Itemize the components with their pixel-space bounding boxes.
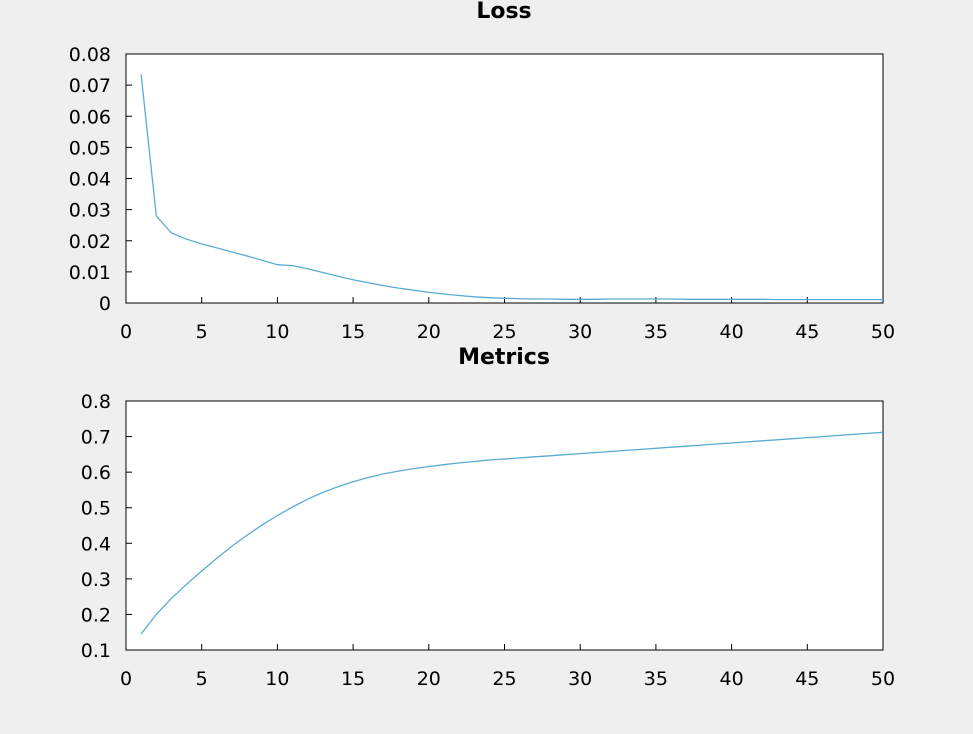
x-tick-label: 15 xyxy=(341,668,365,690)
x-tick-label: 35 xyxy=(644,321,668,343)
x-tick-label: 0 xyxy=(120,668,132,690)
y-tick-label: 0.1 xyxy=(81,640,111,662)
x-tick-label: 10 xyxy=(265,668,289,690)
loss-chart: Loss 0 5 10 15 20 25 30 35 40 45 50 00.010.020.030… xyxy=(69,0,895,343)
x-tick-label: 5 xyxy=(196,321,208,343)
x-tick-label: 5 xyxy=(196,668,208,690)
y-axis: 0 0.01 0.02 0.03 0.04 0.05 0.06 0.07 0.08 xyxy=(69,44,132,315)
x-tick-label: 10 xyxy=(265,321,289,343)
x-tick-label: 15 xyxy=(341,321,365,343)
x-tick-label: 45 xyxy=(795,668,819,690)
x-tick-label: 35 xyxy=(644,668,668,690)
y-tick-label: 0.02 xyxy=(69,231,111,253)
y-tick-label: 0.8 xyxy=(81,391,111,413)
y-tick-label: 0.6 xyxy=(81,462,111,484)
x-tick-label: 20 xyxy=(417,321,441,343)
x-tick-label: 20 xyxy=(417,668,441,690)
y-tick-label: 0.05 xyxy=(69,137,111,159)
y-tick-label: 0.2 xyxy=(81,604,111,626)
y-tick-label: 0.07 xyxy=(69,75,111,97)
y-tick-label: 0.5 xyxy=(81,498,111,520)
x-tick-label: 50 xyxy=(871,668,895,690)
y-tick-label: 0.01 xyxy=(69,262,111,284)
x-tick-label: 40 xyxy=(720,321,744,343)
x-tick-label: 0 xyxy=(120,321,132,343)
x-tick-label: 45 xyxy=(795,321,819,343)
x-axis: 0 5 10 15 20 25 30 35 40 45 50 xyxy=(120,644,895,690)
x-tick-label: 50 xyxy=(871,321,895,343)
series-layer xyxy=(140,74,883,301)
y-tick-label: 0.03 xyxy=(69,200,111,222)
y-tick-label: 0.3 xyxy=(81,569,111,591)
series-line xyxy=(140,74,883,301)
chart-title: Metrics xyxy=(458,345,550,370)
x-tick-label: 25 xyxy=(492,321,516,343)
plot-area xyxy=(125,53,884,304)
plot-area xyxy=(125,400,884,651)
x-axis: 0 5 10 15 20 25 30 35 40 45 50 xyxy=(120,297,895,343)
series-layer xyxy=(140,431,884,635)
x-tick-label: 25 xyxy=(492,668,516,690)
y-tick-label: 0.06 xyxy=(69,106,111,128)
y-tick-label: 0.08 xyxy=(69,44,111,66)
y-tick-label: 0.04 xyxy=(69,169,111,191)
y-tick-label: 0.7 xyxy=(81,427,111,449)
x-tick-label: 30 xyxy=(568,668,592,690)
series-line xyxy=(140,431,884,635)
x-tick-label: 40 xyxy=(720,668,744,690)
metrics-chart: Metrics 0 5 10 15 20 25 30 35 40 45 50 0.10.20.30.… xyxy=(81,345,895,690)
x-tick-label: 30 xyxy=(568,321,592,343)
chart-title: Loss xyxy=(476,0,531,24)
y-axis: 0.1 0.2 0.3 0.4 0.5 0.6 0.7 0.8 xyxy=(81,391,132,662)
y-tick-label: 0 xyxy=(99,293,111,315)
y-tick-label: 0.4 xyxy=(81,533,111,555)
